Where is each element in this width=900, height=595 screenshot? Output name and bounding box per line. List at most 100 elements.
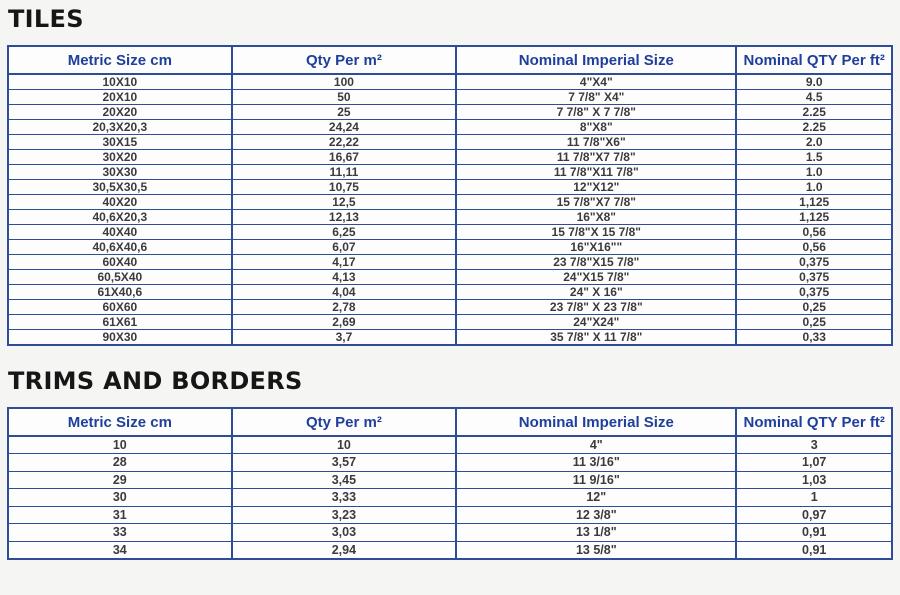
table-cell: 11 7/8"X6": [455, 134, 738, 150]
table-cell: 3,03: [230, 523, 458, 542]
col-header-qty-per-ft2: Nominal QTY Per ft²: [735, 45, 893, 75]
table-cell: 30X15: [7, 134, 233, 150]
table-cell: 10,75: [230, 179, 458, 195]
table-cell: 4,13: [230, 269, 458, 285]
table-cell: 2,69: [230, 314, 458, 330]
table-cell: 23 7/8" X 23 7/8": [455, 299, 738, 315]
table-row: 20X10 50 7 7/8" X4" 4.5: [7, 89, 893, 105]
col-header-metric-size: Metric Size cm: [7, 407, 233, 437]
tiles-table: Metric Size cm Qty Per m² Nominal Imperi…: [7, 45, 893, 346]
table-row: 29 3,45 11 9/16" 1,03: [7, 470, 893, 489]
table-cell: 0,56: [735, 239, 893, 255]
table-cell: 3: [735, 435, 893, 454]
table-cell: 31: [7, 505, 233, 524]
table-row: 30X15 22,22 11 7/8"X6" 2.0: [7, 134, 893, 150]
table-cell: 0,56: [735, 224, 893, 240]
table-row: 28 3,57 11 3/16" 1,07: [7, 453, 893, 472]
table-cell: 33: [7, 523, 233, 542]
table-cell: 2,78: [230, 299, 458, 315]
table-cell: 12,5: [230, 194, 458, 210]
table-cell: 40X40: [7, 224, 233, 240]
table-cell: 30X30: [7, 164, 233, 180]
col-header-qty-per-m2: Qty Per m²: [230, 407, 458, 437]
table-cell: 11 7/8"X11 7/8": [455, 164, 738, 180]
table-cell: 3,33: [230, 488, 458, 507]
table-cell: 20X10: [7, 89, 233, 105]
table-cell: 2.25: [735, 104, 893, 120]
table-cell: 30,5X30,5: [7, 179, 233, 195]
table-cell: 22,22: [230, 134, 458, 150]
table-cell: 4"X4": [455, 73, 738, 90]
table-cell: 8"X8": [455, 119, 738, 135]
table-cell: 1,125: [735, 194, 893, 210]
table-cell: 1.0: [735, 179, 893, 195]
table-cell: 4": [455, 435, 738, 454]
table-cell: 35 7/8" X 11 7/8": [455, 329, 738, 346]
table-row: 30,5X30,5 10,75 12"X12" 1.0: [7, 179, 893, 195]
table-row: 60,5X40 4,13 24"X15 7/8" 0,375: [7, 269, 893, 285]
table-row: 40X40 6,25 15 7/8"X 15 7/8" 0,56: [7, 224, 893, 240]
table-cell: 0,91: [735, 540, 893, 559]
table-cell: 0,375: [735, 269, 893, 285]
section-title-tiles: TILES: [8, 5, 84, 33]
table-cell: 11 7/8"X7 7/8": [455, 149, 738, 165]
table-cell: 61X61: [7, 314, 233, 330]
tiles-header-row: Metric Size cm Qty Per m² Nominal Imperi…: [7, 45, 893, 75]
table-cell: 4.5: [735, 89, 893, 105]
table-cell: 25: [230, 104, 458, 120]
col-header-qty-per-ft2: Nominal QTY Per ft²: [735, 407, 893, 437]
table-cell: 6,07: [230, 239, 458, 255]
table-cell: 20X20: [7, 104, 233, 120]
table-cell: 16"X8": [455, 209, 738, 225]
table-cell: 11 3/16": [455, 453, 738, 472]
table-cell: 4,17: [230, 254, 458, 270]
table-cell: 24"X15 7/8": [455, 269, 738, 285]
table-cell: 7 7/8" X4": [455, 89, 738, 105]
table-row: 90X30 3,7 35 7/8" X 11 7/8" 0,33: [7, 329, 893, 346]
table-cell: 1,125: [735, 209, 893, 225]
table-cell: 1,03: [735, 470, 893, 489]
table-row: 40,6X20,3 12,13 16"X8" 1,125: [7, 209, 893, 225]
table-row: 40X20 12,5 15 7/8"X7 7/8" 1,125: [7, 194, 893, 210]
table-cell: 4,04: [230, 284, 458, 300]
table-row: 40,6X40,6 6,07 16"X16"" 0,56: [7, 239, 893, 255]
table-row: 61X40,6 4,04 24" X 16" 0,375: [7, 284, 893, 300]
table-cell: 16,67: [230, 149, 458, 165]
table-cell: 12"X12": [455, 179, 738, 195]
table-cell: 12,13: [230, 209, 458, 225]
table-cell: 7 7/8" X 7 7/8": [455, 104, 738, 120]
table-row: 30X30 11,11 11 7/8"X11 7/8" 1.0: [7, 164, 893, 180]
tile-spec-sheet: TILES Metric Size cm Qty Per m² Nominal …: [7, 5, 893, 560]
table-cell: 90X30: [7, 329, 233, 346]
table-cell: 3,23: [230, 505, 458, 524]
table-cell: 16"X16"": [455, 239, 738, 255]
table-row: 33 3,03 13 1/8" 0,91: [7, 523, 893, 542]
table-cell: 30X20: [7, 149, 233, 165]
table-cell: 0,91: [735, 523, 893, 542]
table-cell: 1.5: [735, 149, 893, 165]
table-cell: 3,45: [230, 470, 458, 489]
table-cell: 3,7: [230, 329, 458, 346]
table-cell: 10: [7, 435, 233, 454]
table-cell: 13 1/8": [455, 523, 738, 542]
table-cell: 40X20: [7, 194, 233, 210]
table-cell: 1,07: [735, 453, 893, 472]
table-cell: 24,24: [230, 119, 458, 135]
table-cell: 40,6X20,3: [7, 209, 233, 225]
table-cell: 23 7/8"X15 7/8": [455, 254, 738, 270]
table-row: 30X20 16,67 11 7/8"X7 7/8" 1.5: [7, 149, 893, 165]
col-header-imperial-size: Nominal Imperial Size: [455, 407, 738, 437]
table-cell: 34: [7, 540, 233, 559]
table-cell: 24"X24": [455, 314, 738, 330]
table-row: 34 2,94 13 5/8" 0,91: [7, 540, 893, 559]
table-cell: 2,94: [230, 540, 458, 559]
table-cell: 24" X 16": [455, 284, 738, 300]
table-cell: 1: [735, 488, 893, 507]
trims-table: Metric Size cm Qty Per m² Nominal Imperi…: [7, 407, 893, 560]
table-cell: 10X10: [7, 73, 233, 90]
table-cell: 0,97: [735, 505, 893, 524]
table-row: 60X40 4,17 23 7/8"X15 7/8" 0,375: [7, 254, 893, 270]
table-cell: 0,33: [735, 329, 893, 346]
table-row: 20,3X20,3 24,24 8"X8" 2.25: [7, 119, 893, 135]
table-cell: 50: [230, 89, 458, 105]
